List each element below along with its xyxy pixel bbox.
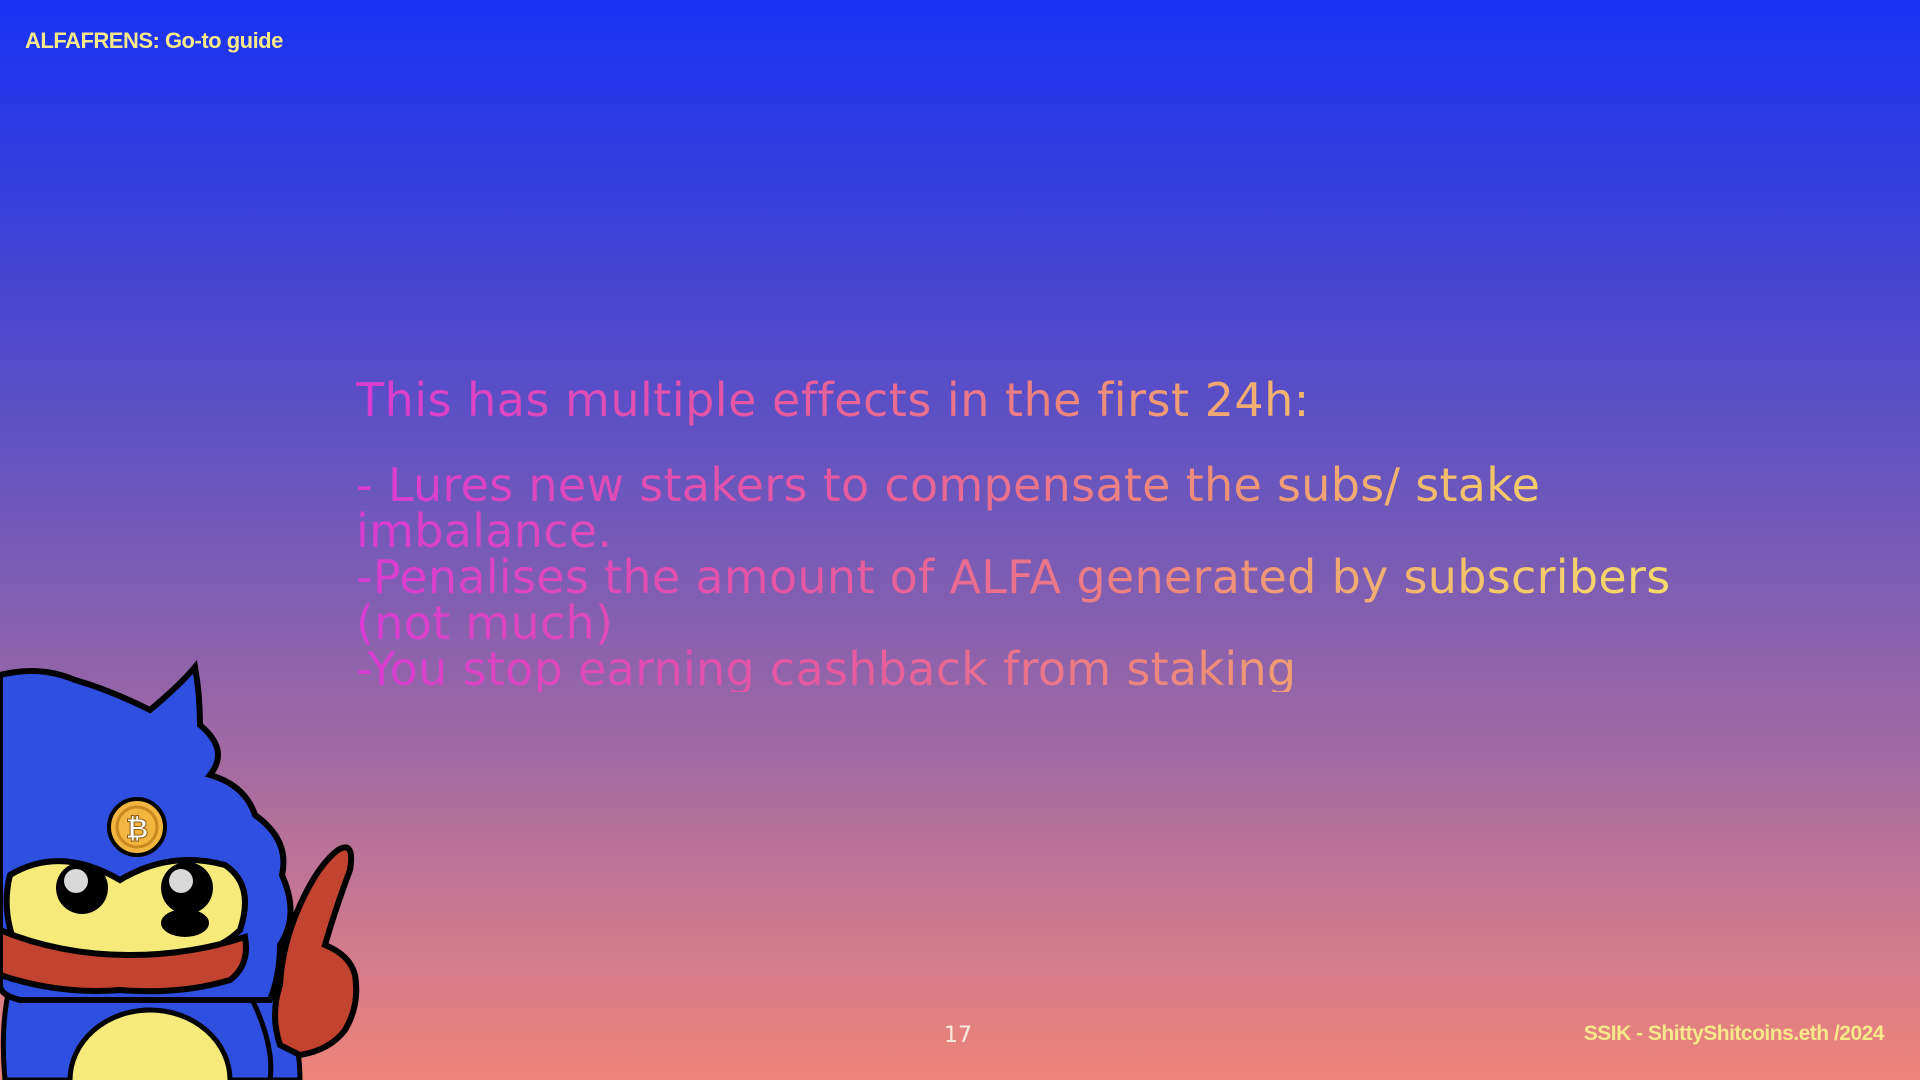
- bullet-item: -You stop earning cashback from staking: [356, 642, 1297, 696]
- blue-frog-mascot: ₿: [0, 660, 360, 1080]
- bullet-item: -Penalises the amount of ALFA generated …: [356, 550, 1671, 650]
- mascot-pointing-hand: [272, 844, 360, 1059]
- mascot-lips: [0, 926, 249, 995]
- bullet-item: - Lures new stakers to compensate the su…: [356, 458, 1541, 558]
- mascot-nose: [161, 909, 209, 937]
- page-number: 17: [944, 1023, 972, 1048]
- footer-credit: SSIK - ShittyShitcoins.eth /2024: [1583, 1022, 1885, 1045]
- slide-content: This has multiple effects in the first 2…: [356, 370, 1756, 692]
- mascot-belly: [67, 1007, 233, 1080]
- bullet-list: - Lures new stakers to compensate the su…: [356, 462, 1746, 692]
- slide-header-title: ALFAFRENS: Go-to guide: [25, 28, 283, 53]
- slide-heading: This has multiple effects in the first 2…: [356, 370, 1586, 430]
- svg-text:₿: ₿: [126, 812, 149, 845]
